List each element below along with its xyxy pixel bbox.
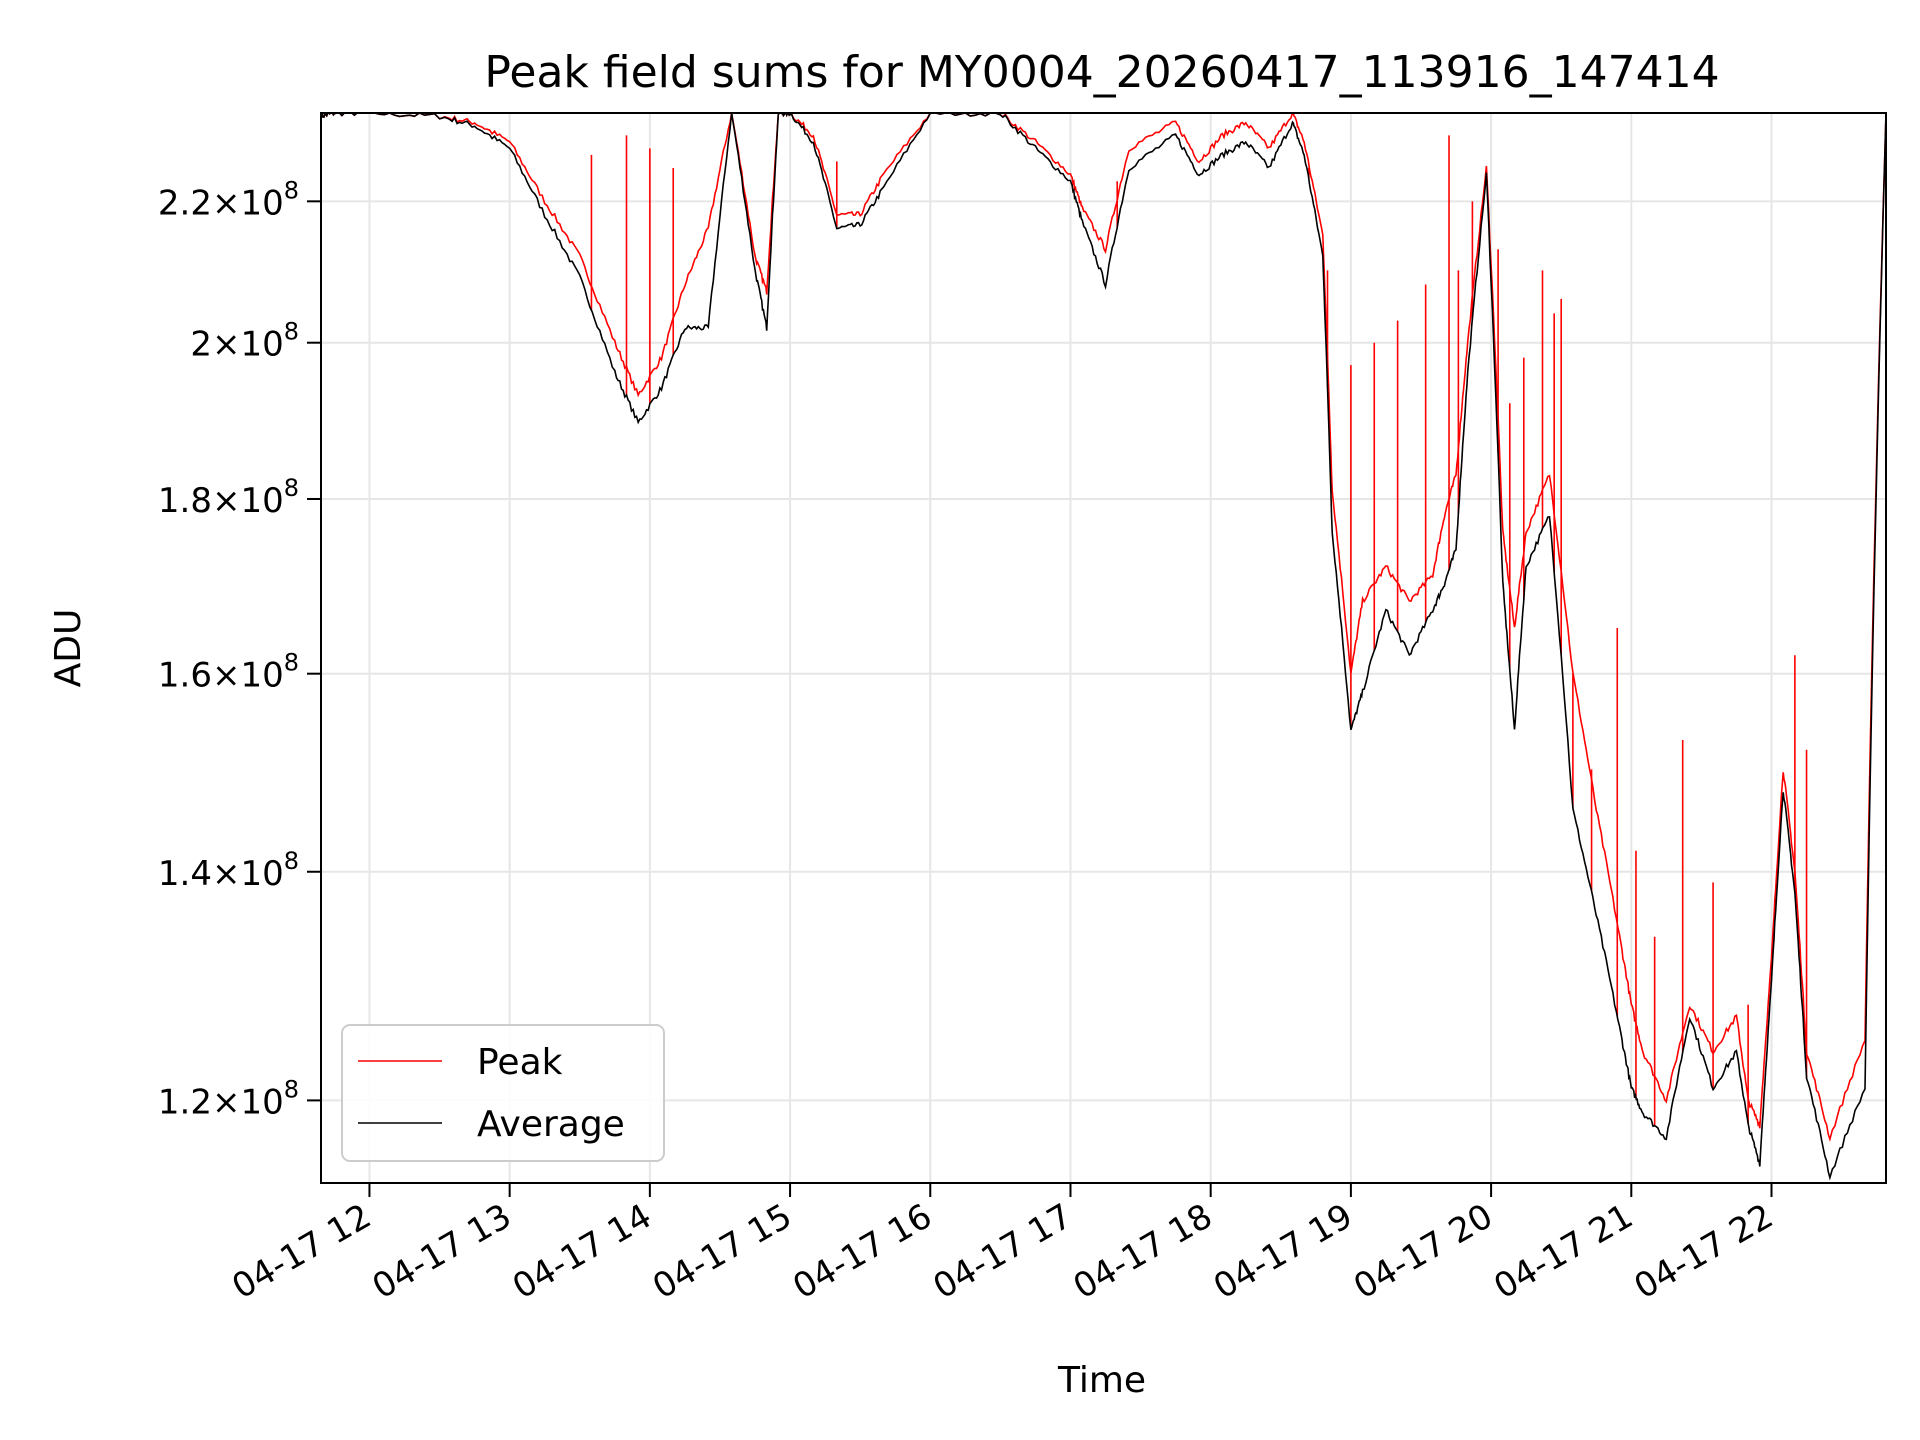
y-axis-label: ADU — [48, 609, 89, 688]
plot-area — [321, 113, 1886, 1181]
x-axis-label: Time — [1057, 1360, 1146, 1401]
chart-title: Peak field sums for MY0004_20260417_1139… — [484, 47, 1719, 98]
legend-label-peak: Peak — [477, 1042, 563, 1083]
y-axis: 1.2×108 1.4×108 1.6×108 1.8×108 2×108 2.2×108 — [158, 176, 321, 1122]
series-line-average — [321, 113, 1886, 1181]
legend-label-average: Average — [477, 1104, 625, 1145]
plot-frame — [320, 112, 1887, 1184]
y-tick-label: 1.8×108 — [158, 474, 299, 521]
legend: Peak Average — [341, 1024, 665, 1162]
y-tick-label: 1.4×108 — [158, 847, 299, 894]
grid-y — [321, 200, 1886, 1102]
y-tick-label: 2.2×108 — [158, 176, 299, 223]
y-tick-label: 1.6×108 — [158, 649, 299, 696]
y-tick-label: 1.2×108 — [158, 1075, 299, 1122]
y-tick-label: 2×108 — [190, 318, 299, 365]
legend-box — [341, 1024, 665, 1162]
